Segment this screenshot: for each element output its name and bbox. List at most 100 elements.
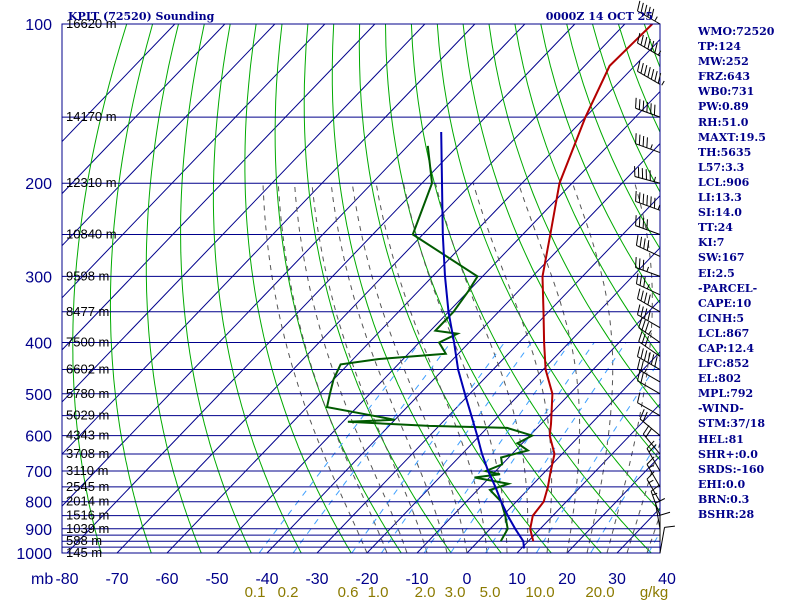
index-item: SI:14.0 bbox=[698, 206, 742, 220]
height-label: 145 m bbox=[66, 545, 102, 560]
dry-adiabat-line bbox=[145, 24, 202, 553]
isotherm-line bbox=[516, 403, 660, 553]
wind-barb-column bbox=[634, 0, 675, 554]
wind-barb bbox=[635, 215, 661, 235]
dry-adiabat-line bbox=[303, 24, 452, 553]
height-label: 16620 m bbox=[66, 16, 117, 31]
wind-barb bbox=[659, 525, 675, 554]
wind-barb bbox=[646, 456, 661, 488]
index-item: SRDS:-160 bbox=[698, 462, 765, 476]
index-item: SHR+:0.0 bbox=[698, 447, 758, 461]
wind-barb bbox=[636, 32, 662, 57]
height-label: 1039 m bbox=[66, 521, 109, 536]
mixing-ratio-label: 3.0 bbox=[445, 584, 466, 600]
height-label: 14170 m bbox=[66, 109, 117, 124]
isotherm-line bbox=[316, 194, 660, 553]
mixing-ratio-line bbox=[535, 359, 660, 553]
pressure-tick-label: 600 bbox=[25, 429, 52, 446]
index-item: LFC:852 bbox=[698, 357, 750, 371]
height-label: 5029 m bbox=[66, 408, 109, 423]
dry-adiabat-line bbox=[358, 24, 552, 553]
mixing-ratio-label: 1.0 bbox=[368, 584, 389, 600]
index-item: MW:252 bbox=[698, 55, 749, 69]
isotherm-line bbox=[62, 24, 376, 351]
dry-adiabat-line bbox=[212, 24, 302, 553]
isotherm-line bbox=[166, 38, 660, 553]
sounding-time: 0000Z 14 OCT 25 bbox=[546, 10, 653, 23]
wind-barb bbox=[635, 133, 661, 154]
index-item: MAXT:19.5 bbox=[698, 130, 766, 144]
index-item: -WIND- bbox=[698, 402, 744, 416]
wind-barb bbox=[636, 0, 661, 25]
diagram-grid bbox=[62, 24, 660, 553]
pressure-tick-label: 200 bbox=[25, 176, 52, 193]
height-label: 1516 m bbox=[66, 508, 109, 523]
isotherm-line bbox=[116, 24, 626, 553]
wind-barb bbox=[635, 273, 661, 296]
index-item: SW:167 bbox=[698, 251, 745, 265]
index-item: MPL:792 bbox=[698, 387, 754, 401]
index-item: PW:0.89 bbox=[698, 100, 749, 114]
height-label: 5780 m bbox=[66, 386, 109, 401]
moist-adiabat-line bbox=[330, 183, 448, 553]
dry-adiabat-line bbox=[385, 24, 602, 553]
temperature-tick-label: 40 bbox=[658, 571, 676, 588]
mixing-ratio-line bbox=[351, 342, 505, 553]
index-item: WMO:72520 bbox=[698, 25, 775, 38]
plot-border bbox=[61, 23, 661, 554]
wind-barb bbox=[639, 409, 661, 437]
moist-adiabat-line bbox=[626, 440, 660, 553]
wind-barb bbox=[638, 317, 661, 343]
mixing-ratio-label: 0.6 bbox=[338, 584, 359, 600]
diagram-frame bbox=[61, 23, 661, 554]
temperature-tick-label: -70 bbox=[105, 571, 128, 588]
height-label: 4343 m bbox=[66, 428, 109, 443]
index-item: CAP:12.4 bbox=[698, 341, 755, 355]
wind-barb bbox=[636, 288, 661, 313]
sounding-series-2 bbox=[440, 131, 525, 549]
temperature-tick-label: 10 bbox=[508, 571, 526, 588]
stability-indices-panel: WMO:72520 TP:124 MW:252 FRZ:643 WB0:731 PW:0.… bbox=[698, 24, 798, 522]
temperature-tick-label: -60 bbox=[155, 571, 178, 588]
isotherm-line bbox=[566, 455, 660, 553]
index-item: TT:24 bbox=[698, 221, 733, 235]
dry-adiabat-line bbox=[109, 24, 154, 553]
index-item: BSHR:28 bbox=[698, 508, 755, 521]
dry-adiabat-line bbox=[566, 24, 660, 250]
index-item: STM:37/18 bbox=[698, 417, 765, 431]
pressure-tick-label: 800 bbox=[25, 495, 52, 512]
index-item: KI:7 bbox=[698, 236, 725, 250]
index-item: TP:124 bbox=[698, 40, 742, 54]
isotherm-line bbox=[266, 142, 660, 553]
mixing-ratio-label: 5.0 bbox=[480, 584, 501, 600]
wind-barb bbox=[646, 440, 661, 472]
temperature-tick-label: -10 bbox=[405, 571, 428, 588]
moist-adiabat-line bbox=[435, 183, 529, 553]
temperature-tick-label: -40 bbox=[255, 571, 278, 588]
pressure-tick-label: 100 bbox=[25, 17, 52, 34]
height-label: 2014 m bbox=[66, 494, 109, 509]
index-item: HEL:81 bbox=[698, 432, 744, 446]
pressure-tick-label: 900 bbox=[25, 522, 52, 539]
height-label: 7500 m bbox=[66, 334, 109, 349]
moist-adiabat-line bbox=[472, 183, 553, 553]
height-label: 9598 m bbox=[66, 268, 109, 283]
index-item: EL:802 bbox=[698, 372, 742, 386]
index-item: FRZ:643 bbox=[698, 70, 751, 84]
wind-barb bbox=[654, 498, 666, 529]
pressure-tick-label: 500 bbox=[25, 387, 52, 404]
wind-barb bbox=[646, 471, 661, 502]
index-item: EI:2.5 bbox=[698, 266, 735, 280]
mixing-ratio-unit-label: g/kg bbox=[640, 584, 668, 600]
temperature-tick-label: -20 bbox=[355, 571, 378, 588]
pressure-tick-label: 1000 bbox=[16, 546, 52, 563]
dry-adiabat-line bbox=[72, 24, 128, 553]
moist-adiabat-line bbox=[517, 183, 581, 553]
index-item: TH:5635 bbox=[698, 145, 752, 159]
mixing-ratio-label: 10.0 bbox=[525, 584, 554, 600]
dry-adiabat-line bbox=[488, 24, 660, 410]
index-item: BRN:0.3 bbox=[698, 492, 750, 506]
isotherm-line bbox=[62, 24, 176, 143]
wind-barb bbox=[635, 257, 661, 277]
